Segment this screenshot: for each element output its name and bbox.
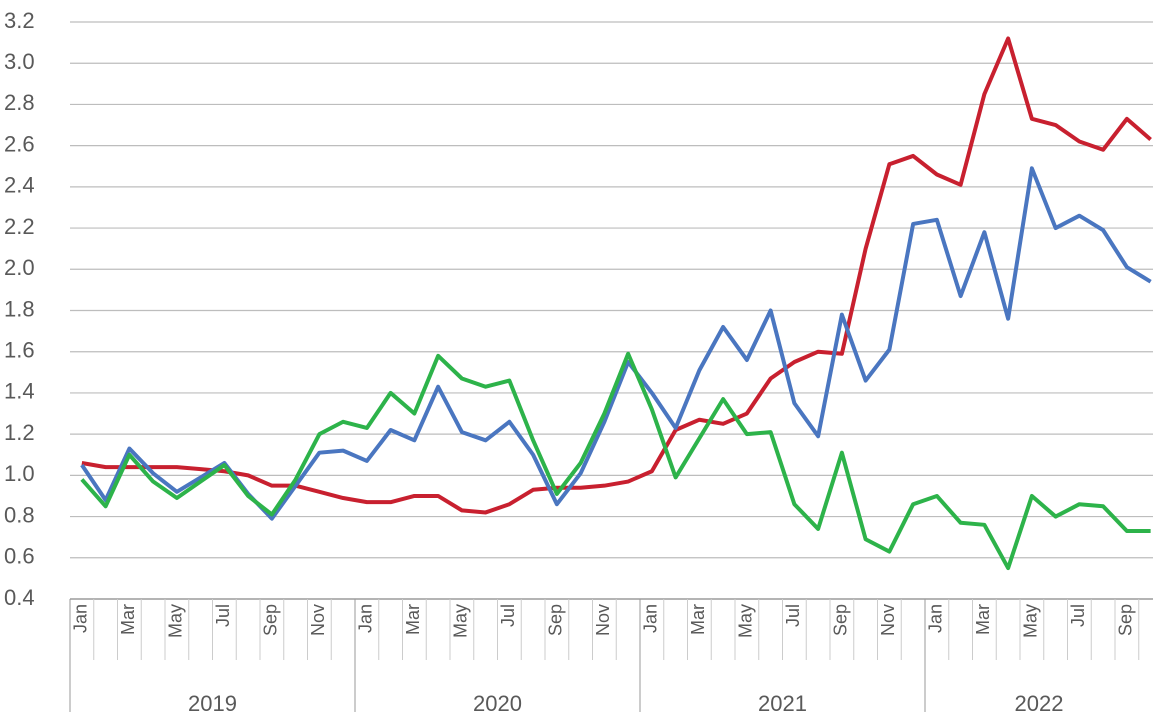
- x-tick-label: Mar: [403, 604, 423, 635]
- year-label: 2020: [473, 691, 522, 716]
- year-label: 2022: [1015, 691, 1064, 716]
- x-tick-label: Nov: [308, 604, 328, 636]
- x-tick-label: Sep: [1116, 604, 1136, 636]
- x-tick-label: Jan: [356, 604, 376, 633]
- x-tick-label: Nov: [593, 604, 613, 636]
- y-tick-label: 1.6: [4, 338, 35, 363]
- y-tick-label: 1.4: [4, 379, 35, 404]
- series-line: [80, 166, 1152, 521]
- y-tick-label: 1.2: [4, 420, 35, 445]
- y-tick-label: 2.4: [4, 173, 35, 198]
- x-tick-label: May: [166, 604, 186, 638]
- y-tick-label: 0.8: [4, 502, 35, 527]
- x-tick-label: Jul: [1068, 604, 1088, 627]
- x-tick-label: May: [736, 604, 756, 638]
- x-tick-label: Sep: [546, 604, 566, 636]
- series-line: [80, 351, 1151, 571]
- x-tick-label: May: [1021, 604, 1041, 638]
- x-tick-label: Jan: [926, 604, 946, 633]
- x-tick-label: Nov: [878, 604, 898, 636]
- x-tick-label: Jan: [71, 604, 91, 633]
- x-tick-label: Jan: [641, 604, 661, 633]
- series-line: [81, 36, 1152, 515]
- x-tick-label: Sep: [261, 604, 281, 636]
- y-tick-label: 2.6: [4, 131, 35, 156]
- year-label: 2021: [758, 691, 807, 716]
- y-tick-label: 1.8: [4, 296, 35, 321]
- y-tick-label: 0.6: [4, 544, 35, 569]
- x-tick-label: Jul: [213, 604, 233, 627]
- y-tick-label: 1.0: [4, 461, 35, 486]
- y-tick-label: 2.0: [4, 255, 35, 280]
- year-label: 2019: [188, 691, 237, 716]
- y-tick-label: 0.4: [4, 585, 35, 610]
- y-tick-label: 2.8: [4, 90, 35, 115]
- x-tick-label: May: [451, 604, 471, 638]
- y-tick-label: 2.2: [4, 214, 35, 239]
- y-tick-label: 3.0: [4, 49, 35, 74]
- x-tick-label: Mar: [688, 604, 708, 635]
- x-tick-label: Mar: [973, 604, 993, 635]
- y-tick-label: 3.2: [4, 8, 35, 33]
- x-tick-label: Jul: [498, 604, 518, 627]
- x-tick-label: Jul: [783, 604, 803, 627]
- x-tick-label: Mar: [118, 604, 138, 635]
- x-tick-label: Sep: [831, 604, 851, 636]
